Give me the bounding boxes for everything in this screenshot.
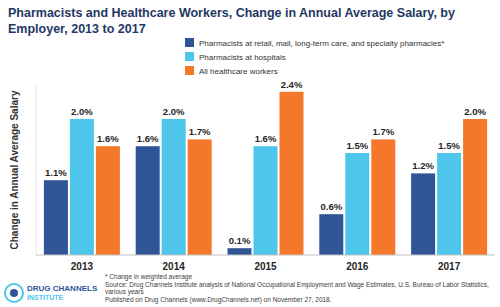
- logo-icon: [10, 289, 18, 297]
- bars: [44, 92, 487, 255]
- x-tick-label: 2016: [346, 261, 369, 272]
- title-line: Employer, 2013 to 2017: [8, 22, 146, 36]
- data-label: 1.6%: [137, 133, 159, 144]
- bar: [345, 153, 369, 255]
- data-label: 2.0%: [163, 106, 185, 117]
- data-label: 1.1%: [45, 167, 67, 178]
- y-axis-label: Change in Annual Average Salary: [9, 90, 20, 249]
- y-axis-line: [36, 85, 37, 255]
- data-label: 1.5%: [438, 140, 460, 151]
- x-tick-label: 2013: [71, 261, 94, 272]
- legend-label: Pharmacists at hospitals: [199, 53, 286, 62]
- data-label: 2.0%: [71, 106, 93, 117]
- data-label: 0.6%: [320, 201, 342, 212]
- annotation-line: Published on Drug Channels (www.DrugChan…: [105, 296, 332, 304]
- bar: [44, 180, 68, 255]
- chart: Pharmacists and Healthcare Workers, Chan…: [0, 0, 500, 307]
- data-label: 0.1%: [229, 235, 251, 246]
- bar: [280, 92, 304, 255]
- legend: Pharmacists at retail, mail, long-term c…: [185, 38, 444, 76]
- bar: [228, 248, 252, 255]
- x-axis-line: [36, 255, 495, 256]
- annotation: Source: Drug Channels Institute analysis…: [105, 281, 489, 297]
- title: Pharmacists and Healthcare Workers, Chan…: [8, 6, 455, 36]
- data-labels: 1.1% 2.0% 1.6% 1.6% 2.0% 1.7% 0.1% 1.6% 2.4% 0.6%…: [45, 79, 486, 246]
- data-label: 1.2%: [412, 160, 434, 171]
- bar: [162, 119, 186, 255]
- x-tick-label: 2017: [438, 261, 461, 272]
- bar: [411, 173, 435, 255]
- data-label: 2.4%: [281, 79, 303, 90]
- legend-label: All healthcare workers: [199, 67, 278, 76]
- data-label: 2.0%: [464, 106, 486, 117]
- title-line: Pharmacists and Healthcare Workers, Chan…: [8, 6, 455, 20]
- bar: [319, 214, 343, 255]
- bar: [70, 119, 94, 255]
- bar: [437, 153, 461, 255]
- logo-text: INSTITUTE: [27, 294, 63, 301]
- bar: [136, 146, 160, 255]
- x-tick-label: 2015: [254, 261, 277, 272]
- bar: [188, 139, 212, 255]
- logo: DRUG CHANNELSINSTITUTE: [5, 284, 98, 302]
- data-label: 1.7%: [372, 126, 394, 137]
- bar: [96, 146, 120, 255]
- logo-text: DRUG CHANNELS: [27, 284, 98, 293]
- annotation: Published on Drug Channels (www.DrugChan…: [105, 296, 332, 304]
- legend-swatch: [185, 52, 194, 61]
- data-label: 1.7%: [189, 126, 211, 137]
- logo-icon: [5, 284, 23, 302]
- background: [0, 0, 500, 307]
- data-label: 1.6%: [255, 133, 277, 144]
- annotation-line: Source: Drug Channels Institute analysis…: [105, 281, 489, 289]
- bar: [371, 139, 395, 255]
- bar: [254, 146, 278, 255]
- legend-swatch: [185, 66, 194, 75]
- data-label: 1.6%: [97, 133, 119, 144]
- x-tick-label: 2014: [163, 261, 186, 272]
- legend-swatch: [185, 38, 194, 47]
- data-label: 1.5%: [346, 140, 368, 151]
- legend-label: Pharmacists at retail, mail, long-term c…: [199, 39, 444, 48]
- bar: [463, 119, 487, 255]
